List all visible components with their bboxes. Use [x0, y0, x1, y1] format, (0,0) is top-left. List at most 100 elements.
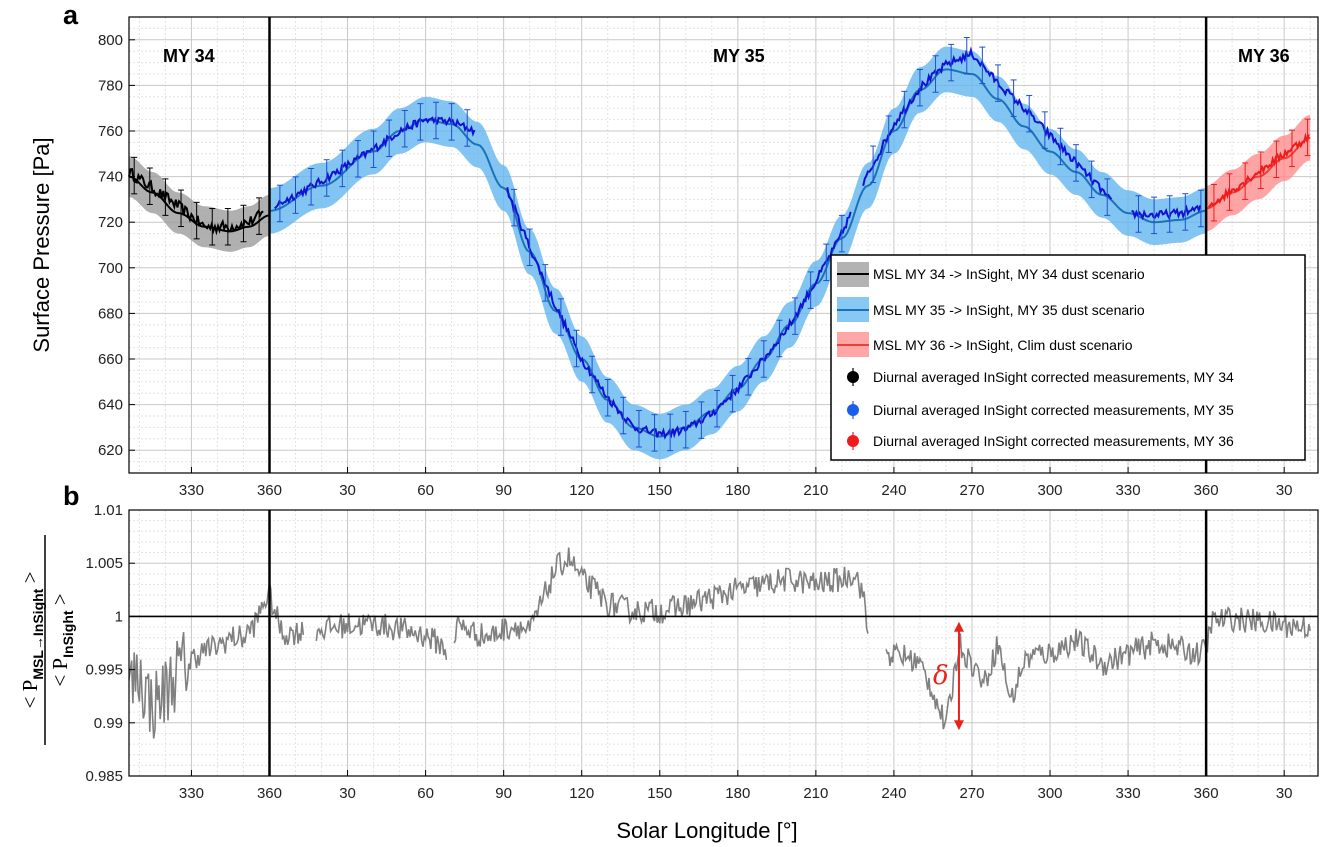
panel-b-series-lines	[128, 547, 1311, 739]
x-tick-label: 30	[339, 785, 356, 802]
delta-arrow-head-up	[953, 621, 964, 632]
y-tick-label: 0.995	[85, 662, 123, 679]
x-tick-label: 30	[1276, 482, 1293, 499]
x-tick-label: 330	[1116, 785, 1141, 802]
x-tick-label: 60	[417, 482, 434, 499]
legend-label-my34-measure: Diurnal averaged InSight corrected measu…	[873, 369, 1234, 385]
panel-a-pressure: 620 640 660 680 700 720 740 760 780 800 330 360 30 6…	[29, 0, 1319, 499]
y-tick-label: 800	[98, 32, 123, 49]
ratio-line	[128, 582, 305, 739]
x-tick-label: 120	[569, 785, 594, 802]
panel-b-y-axis-label: < PMSL→InSight > < PInSight >	[18, 535, 76, 745]
x-tick-label: 330	[1116, 482, 1141, 499]
legend-marker-my36	[847, 435, 859, 447]
year-label-my34: MY 34	[163, 46, 215, 66]
x-tick-label: 360	[1194, 785, 1219, 802]
panel-a-series-lines	[128, 37, 1311, 452]
legend-marker-my35	[847, 404, 859, 416]
ratio-numerator: < PMSL→InSight >	[18, 572, 46, 709]
x-tick-label: 210	[803, 482, 828, 499]
delta-label: δ	[933, 661, 949, 691]
year-label-my35: MY 35	[713, 46, 765, 66]
x-tick-label: 30	[1276, 785, 1293, 802]
legend-label-my35-model: MSL MY 35 -> InSight, MY 35 dust scenari…	[873, 302, 1145, 318]
x-tick-label: 360	[257, 785, 282, 802]
x-tick-label: 300	[1038, 785, 1063, 802]
x-tick-label: 90	[495, 482, 512, 499]
x-tick-label: 60	[417, 785, 434, 802]
x-tick-label: 330	[179, 482, 204, 499]
y-tick-label: 760	[98, 123, 123, 140]
x-tick-label: 300	[1038, 482, 1063, 499]
x-tick-label: 150	[647, 785, 672, 802]
x-tick-label: 210	[803, 785, 828, 802]
legend-box	[830, 254, 1306, 461]
panel-b-y-ticks: 0.985 0.99 0.995 1 1.005 1.01	[85, 502, 135, 785]
y-tick-label: 1.005	[85, 555, 123, 572]
legend-label-my34-model: MSL MY 34 -> InSight, MY 34 dust scenari…	[873, 266, 1145, 282]
panel-b-letter: b	[63, 481, 80, 511]
y-tick-label: 720	[98, 214, 123, 231]
legend: MSL MY 34 -> InSight, MY 34 dust scenari…	[830, 254, 1306, 461]
y-tick-label: 0.99	[94, 715, 123, 732]
year-label-my36: MY 36	[1238, 46, 1290, 66]
measurement-line-my35	[506, 187, 852, 440]
panel-b-year-boundaries	[268, 510, 1208, 776]
x-tick-label: 30	[339, 482, 356, 499]
panel-a-x-ticks: 330 360 30 60 90 120 150 180 210 240 270 300 330 360 3…	[179, 467, 1293, 499]
y-tick-label: 640	[98, 397, 123, 414]
x-tick-label: 360	[1194, 482, 1219, 499]
x-tick-label: 90	[495, 785, 512, 802]
legend-label-my36-model: MSL MY 36 -> InSight, Clim dust scenario	[873, 337, 1133, 353]
x-tick-label: 270	[959, 785, 984, 802]
y-tick-label: 1.01	[94, 502, 123, 519]
x-tick-label: 360	[257, 482, 282, 499]
x-tick-label: 120	[569, 482, 594, 499]
delta-arrow-head-down	[953, 720, 964, 731]
panel-a-frame	[128, 16, 1319, 474]
panel-b-frame	[128, 509, 1319, 777]
legend-item-my35-measure: Diurnal averaged InSight corrected measu…	[847, 401, 1234, 419]
y-tick-label: 620	[98, 442, 123, 459]
legend-marker-my34	[847, 371, 859, 383]
x-tick-label: 180	[725, 482, 750, 499]
ratio-line	[315, 613, 448, 660]
y-tick-label: 1	[115, 608, 123, 625]
measurement-line-my35	[273, 115, 476, 210]
y-tick-label: 780	[98, 77, 123, 94]
legend-label-my35-measure: Diurnal averaged InSight corrected measu…	[873, 402, 1234, 418]
y-tick-label: 740	[98, 169, 123, 186]
legend-item-my35-model: MSL MY 35 -> InSight, MY 35 dust scenari…	[837, 297, 1145, 322]
ratio-denominator: < PInSight >	[48, 593, 76, 686]
panel-b-x-ticks: 330 360 30 60 90 120 150 180 210 240 270 300 330 360 3…	[179, 770, 1293, 802]
ratio-line	[453, 547, 869, 647]
x-tick-label: 240	[881, 785, 906, 802]
y-tick-label: 0.985	[85, 768, 123, 785]
panel-a-y-axis-label: Surface Pressure [Pa]	[29, 137, 54, 352]
x-tick-label: 240	[881, 482, 906, 499]
measurement-line-my35	[1131, 204, 1202, 221]
x-tick-label: 150	[647, 482, 672, 499]
x-tick-label: 270	[959, 482, 984, 499]
legend-item-my36-model: MSL MY 36 -> InSight, Clim dust scenario	[837, 332, 1133, 357]
x-axis-label: Solar Longitude [°]	[616, 818, 797, 843]
panel-a-letter: a	[63, 0, 79, 30]
y-tick-label: 660	[98, 351, 123, 368]
panel-b-ratio: δ 0.985 0.99 0.995 1 1.005 1.01 330 360 30 60 90 1…	[18, 481, 1319, 843]
band-my34	[129, 156, 270, 252]
x-tick-label: 180	[725, 785, 750, 802]
legend-label-my36-measure: Diurnal averaged InSight corrected measu…	[873, 433, 1234, 449]
y-tick-label: 700	[98, 260, 123, 277]
y-tick-label: 680	[98, 305, 123, 322]
ratio-line	[885, 605, 1311, 730]
legend-item-my34-measure: Diurnal averaged InSight corrected measu…	[847, 368, 1234, 386]
measurement-line-my34	[128, 167, 264, 236]
x-tick-label: 330	[179, 785, 204, 802]
panel-b-plot-area	[129, 510, 1318, 776]
legend-item-my34-model: MSL MY 34 -> InSight, MY 34 dust scenari…	[837, 262, 1145, 287]
delta-annotation: δ	[933, 621, 964, 731]
panel-a-y-ticks: 620 640 660 680 700 720 740 760 780 800	[98, 32, 135, 459]
legend-item-my36-measure: Diurnal averaged InSight corrected measu…	[847, 432, 1234, 450]
band-my35	[269, 46, 1207, 460]
